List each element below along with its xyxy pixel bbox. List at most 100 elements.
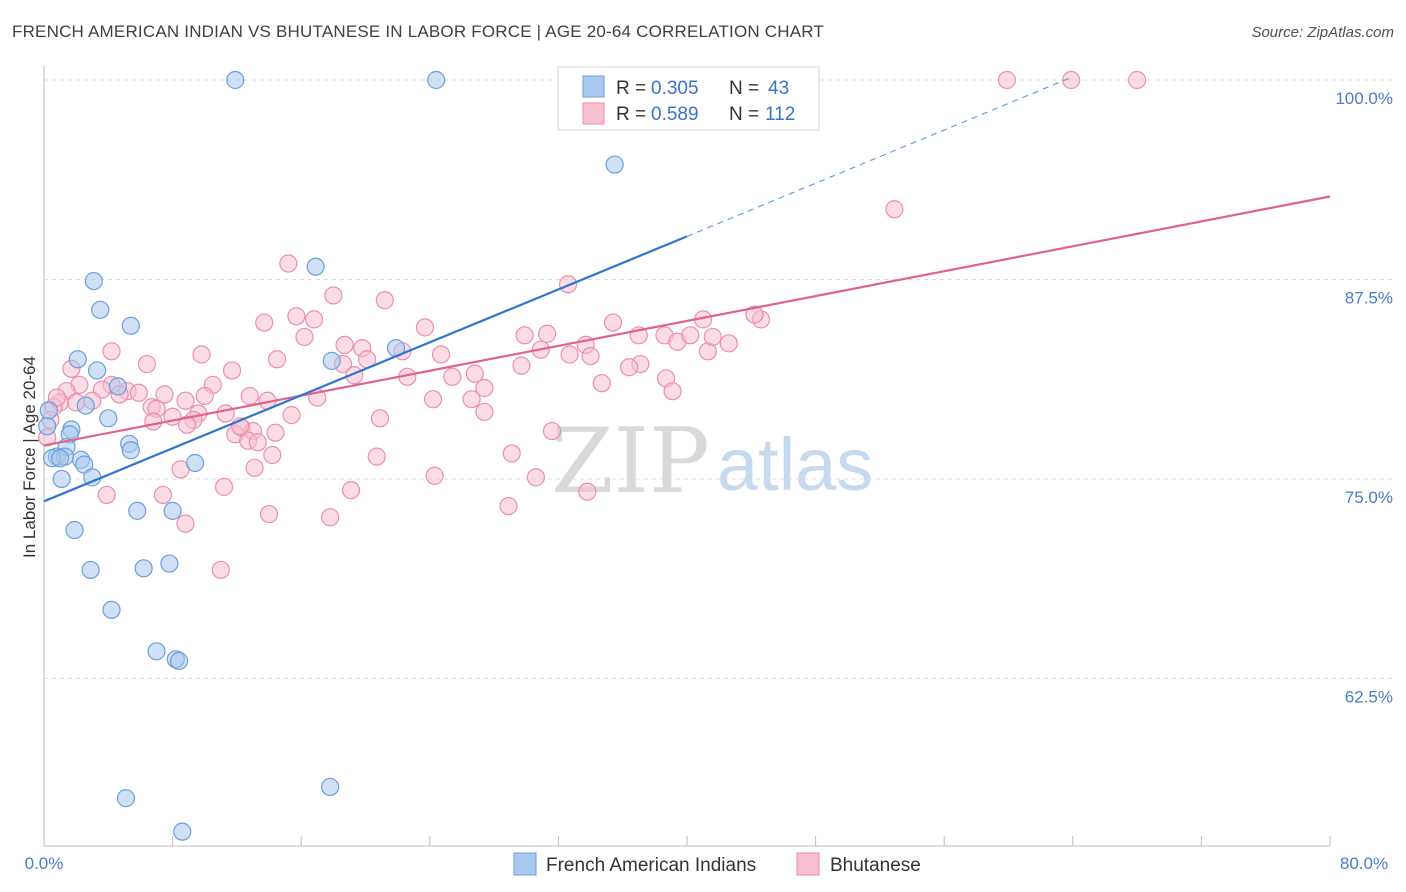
bhutanese-point <box>542 421 562 441</box>
bhutanese-point <box>465 364 484 383</box>
french-american-indian-point <box>160 554 179 573</box>
bhutanese-point <box>719 334 738 353</box>
legend-n-value-pink: 112 <box>765 104 795 125</box>
legend-n-label-pink: N = <box>729 104 759 125</box>
bhutanese-point <box>512 356 531 375</box>
watermark-atlas: atlas <box>717 423 873 506</box>
legend-n-value-blue: 43 <box>768 78 789 99</box>
french-american-indian-point <box>108 377 128 396</box>
french-american-indian-point <box>306 257 325 276</box>
bhutanese-trend-line <box>43 195 1331 447</box>
series-legend-swatch-blue <box>513 852 537 876</box>
watermark-zip: ZIP <box>551 409 710 514</box>
bhutanese-point <box>216 404 235 423</box>
french-american-indian-point <box>102 600 121 619</box>
grid-lines <box>44 79 1392 679</box>
bhutanese-point <box>663 382 682 401</box>
bhutanese-point <box>620 358 639 377</box>
french-american-indian-point <box>121 316 140 335</box>
bhutanese-point <box>335 335 354 355</box>
y-tick-label: 100.0% <box>1335 89 1393 108</box>
legend-r-label-blue: R = <box>616 78 646 99</box>
french-american-indian-point <box>65 520 84 540</box>
french-american-indian-point <box>322 351 341 370</box>
trend-lines <box>43 76 1331 503</box>
bhutanese-point <box>176 391 195 410</box>
bhutanese-point <box>341 481 361 500</box>
french-american-indian-point <box>99 409 118 428</box>
y-tick-label: 75.0% <box>1345 488 1393 507</box>
bhutanese-point <box>282 406 301 425</box>
y-tick-labels: 62.5% 75.0% 87.5% 100.0% <box>1335 89 1393 706</box>
bhutanese-point <box>538 324 557 343</box>
french-american-indian-point <box>169 651 189 670</box>
bhutanese-point <box>324 286 343 305</box>
french-american-indian-point <box>52 469 71 489</box>
chart-title: FRENCH AMERICAN INDIAN VS BHUTANESE IN L… <box>12 22 825 41</box>
bhutanese-point <box>415 318 435 337</box>
french-american-indian-point <box>91 300 110 319</box>
french-american-indian-point <box>84 271 103 291</box>
bhutanese-point <box>425 466 444 485</box>
legend-swatch-blue <box>582 75 605 98</box>
bhutanese-point <box>176 514 195 533</box>
bhutanese-point <box>515 326 534 345</box>
bhutanese-points <box>38 70 1147 580</box>
bhutanese-point <box>245 458 264 477</box>
bhutanese-point <box>279 254 298 273</box>
x-tick-label-max: 80.0% <box>1340 854 1388 873</box>
french-american-indian-point <box>39 401 58 420</box>
bhutanese-point <box>211 560 230 580</box>
bhutanese-point <box>375 291 394 310</box>
bhutanese-point <box>222 361 242 380</box>
french-american-indian-point <box>226 70 245 90</box>
bhutanese-point <box>681 326 700 345</box>
x-tick-marks <box>43 836 1331 846</box>
french-american-indian-point <box>81 560 100 580</box>
y-tick-label: 87.5% <box>1345 288 1393 307</box>
series-legend-label-pink: Bhutanese <box>830 855 921 876</box>
french-american-indian-point <box>87 361 107 380</box>
bhutanese-point <box>259 504 279 524</box>
french-american-indian-trend-line <box>43 235 688 503</box>
bhutanese-point <box>603 313 623 332</box>
bhutanese-point <box>144 412 163 431</box>
bhutanese-point <box>885 200 904 219</box>
bhutanese-point <box>1062 70 1081 90</box>
y-tick-label: 62.5% <box>1345 687 1393 706</box>
french-american-indian-point <box>147 642 166 661</box>
bhutanese-point <box>367 447 386 466</box>
bhutanese-point <box>745 305 764 324</box>
bhutanese-point <box>423 390 443 409</box>
legend-swatch-pink <box>582 102 605 125</box>
french-american-indian-point <box>173 822 192 841</box>
bhutanese-point <box>370 409 390 428</box>
legend-r-value-blue: 0.305 <box>651 78 699 99</box>
bhutanese-point <box>137 354 156 374</box>
french-american-indian-point <box>68 350 87 369</box>
series-legend-swatch-pink <box>796 852 820 876</box>
bhutanese-point <box>267 350 287 369</box>
bhutanese-point <box>97 485 116 505</box>
bhutanese-point <box>240 386 259 406</box>
bhutanese-point <box>462 390 481 409</box>
bhutanese-point <box>129 383 148 402</box>
bhutanese-point <box>499 496 518 516</box>
french-american-indian-point <box>163 501 182 520</box>
bhutanese-point <box>177 415 197 434</box>
french-american-indian-point <box>186 453 205 473</box>
bhutanese-point <box>997 70 1016 90</box>
bhutanese-point <box>266 423 285 442</box>
bhutanese-point <box>192 345 211 364</box>
french-american-indian-points <box>38 70 624 841</box>
correlation-legend: R = 0.305 N = 43 R = 0.589 N = 112 <box>557 66 820 131</box>
bhutanese-point <box>263 445 282 465</box>
legend-n-label-blue: N = <box>729 78 759 99</box>
bhutanese-point <box>592 374 611 393</box>
bhutanese-point <box>102 342 121 361</box>
y-axis-label: In Labor Force | Age 20-64 <box>20 356 39 558</box>
legend-r-value-pink: 0.589 <box>651 104 699 125</box>
bhutanese-point <box>431 345 451 364</box>
bhutanese-point <box>443 367 462 386</box>
